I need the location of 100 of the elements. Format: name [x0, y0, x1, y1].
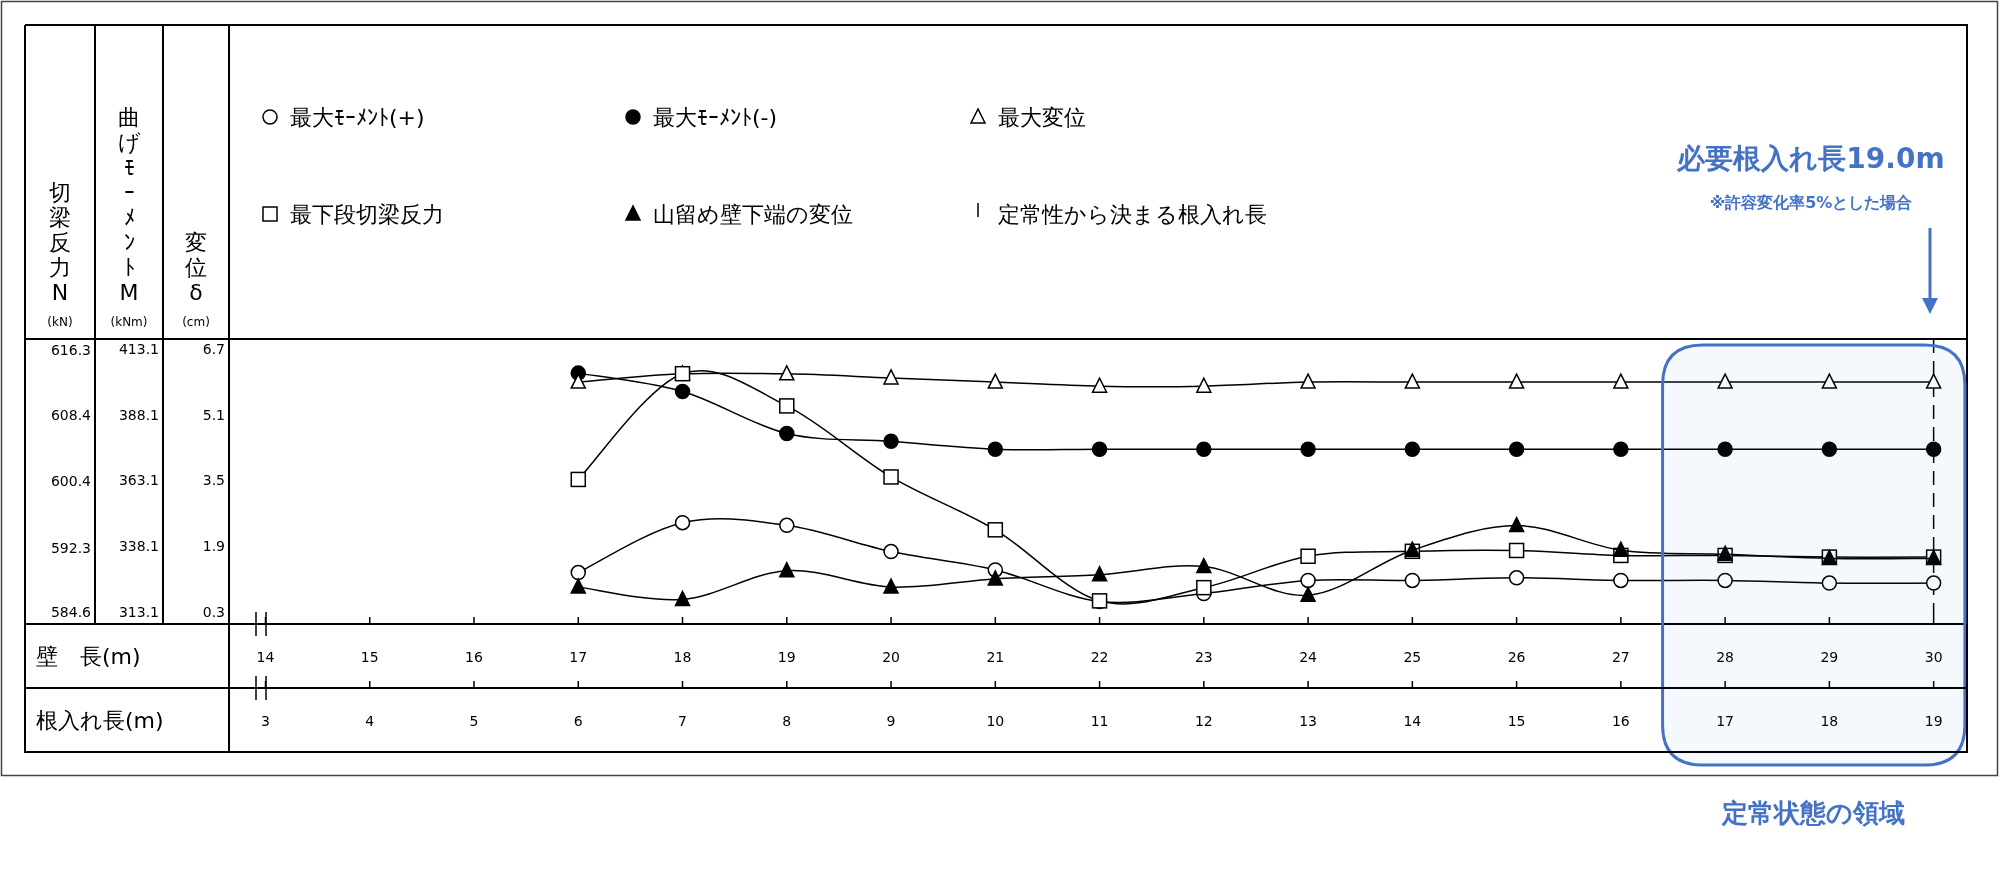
- x2-tick-label: 6: [573, 713, 583, 729]
- x2-tick-label: 13: [1299, 713, 1317, 729]
- point: [779, 425, 795, 442]
- point: [1091, 566, 1108, 582]
- x2-tick-label: 17: [1716, 713, 1735, 729]
- x-tick-label: 23: [1194, 649, 1213, 665]
- point: [674, 383, 691, 400]
- point: [883, 469, 899, 485]
- legend-label: 最大変位: [998, 105, 1086, 130]
- x2-tick-label: 9: [886, 713, 896, 729]
- point: [1196, 579, 1212, 596]
- y2-tick-label: 313.1: [118, 603, 159, 620]
- point: [779, 398, 795, 414]
- point: [570, 578, 587, 594]
- x-tick-label: 18: [673, 649, 692, 665]
- y3-tick-label: 3.5: [202, 472, 225, 489]
- text: (cm): [182, 315, 210, 329]
- x-tick-label: 28: [1716, 649, 1735, 665]
- point: [1925, 575, 1942, 591]
- text: ※許容変化率5%とした場合: [1709, 193, 1913, 212]
- x2-tick-label: 14: [1403, 713, 1422, 729]
- point: [1196, 441, 1212, 457]
- point: [883, 543, 899, 560]
- x2-tick-label: 5: [469, 713, 479, 729]
- x-tick-label: 26: [1507, 649, 1526, 665]
- x2-tick-label: 15: [1507, 713, 1526, 729]
- x-tick-label: 19: [777, 649, 796, 665]
- y-tick-label: 616.3: [50, 341, 91, 358]
- legend-label: 定常性から決まる根入れ長: [998, 202, 1267, 227]
- y-tick-label: 608.4: [50, 407, 92, 423]
- y3-axis-title: 変位δ: [185, 230, 207, 305]
- y-tick-label: 584.6: [50, 603, 92, 620]
- x-tick-label: 16: [465, 649, 483, 665]
- x2-tick-label: 19: [1924, 713, 1943, 729]
- y3-tick-label: 5.1: [202, 406, 225, 423]
- point: [1717, 572, 1733, 589]
- y2-axis-title: 曲げﾓｰﾒﾝﾄM: [117, 105, 141, 305]
- x2-tick-label: 10: [986, 713, 1005, 729]
- point: [987, 522, 1004, 538]
- y2-tick-label: 413.1: [118, 341, 159, 358]
- point: [1717, 441, 1733, 457]
- x2-tick-label: 16: [1611, 713, 1630, 729]
- point: [1613, 441, 1629, 457]
- x2-axis-title: 根入れ長(m): [36, 708, 164, 733]
- point: [674, 514, 691, 531]
- point: [1508, 570, 1525, 586]
- point: [674, 590, 691, 607]
- point: [1821, 575, 1838, 591]
- point: [987, 570, 1004, 586]
- x-tick-label: 29: [1820, 649, 1839, 665]
- x-tick-label: 15: [360, 649, 379, 665]
- x2-tick-label: 18: [1820, 713, 1839, 729]
- point: [1196, 557, 1212, 574]
- legend-label: 最大ﾓｰﾒﾝﾄ(-): [653, 105, 778, 130]
- legend-label: 最大ﾓｰﾒﾝﾄ(+): [290, 105, 425, 130]
- x-tick-label: 30: [1924, 649, 1943, 665]
- point: [1613, 541, 1629, 557]
- y3-tick-label: 0.3: [202, 603, 225, 620]
- band-label: 定常状態の領域: [1721, 798, 1906, 828]
- point: [1300, 586, 1316, 603]
- x2-tick-label: 11: [1090, 713, 1109, 729]
- text: (kN): [47, 315, 73, 329]
- point: [779, 561, 795, 578]
- y3-tick-label: 6.7: [202, 341, 225, 358]
- text: (kNm): [110, 315, 148, 329]
- point: [1508, 441, 1525, 457]
- x-tick-label: 21: [986, 649, 1005, 665]
- x2-tick-label: 3: [261, 713, 270, 729]
- y-tick-label: 600.4: [50, 473, 92, 490]
- y2-tick-label: 363.1: [118, 472, 159, 489]
- x2-tick-label: 8: [782, 713, 792, 729]
- y-tick-label: 592.3: [50, 540, 91, 556]
- y2-tick-label: 338.1: [118, 538, 159, 555]
- text: 必要根入れ長19.0m: [1676, 142, 1945, 175]
- point: [1091, 441, 1108, 457]
- x-tick-label: 14: [256, 649, 275, 665]
- point: [1821, 441, 1838, 457]
- x-tick-label: 17: [569, 649, 588, 665]
- point: [1091, 593, 1108, 609]
- x2-tick-label: 12: [1194, 713, 1213, 729]
- point: [1300, 548, 1316, 565]
- x2-tick-label: 7: [678, 713, 687, 729]
- point: [1508, 516, 1525, 533]
- x-tick-label: 25: [1403, 649, 1422, 665]
- point: [1300, 572, 1316, 589]
- point: [779, 517, 795, 534]
- point: [883, 578, 899, 594]
- x-tick-label: 22: [1090, 649, 1109, 665]
- point: [1300, 441, 1316, 457]
- y2-tick-label: 388.1: [118, 406, 159, 423]
- point: [1404, 572, 1421, 589]
- x2-tick-label: 4: [365, 713, 375, 729]
- legend-label: 山留め壁下端の変位: [653, 202, 853, 227]
- y-axis-title: 切梁反力N: [49, 180, 71, 305]
- point: [1925, 441, 1942, 457]
- x-tick-label: 20: [882, 649, 900, 665]
- point: [570, 471, 587, 488]
- legend-label: 最下段切梁反力: [290, 202, 444, 227]
- point: [1404, 441, 1421, 457]
- x-axis-title: 壁 長(m): [36, 644, 141, 669]
